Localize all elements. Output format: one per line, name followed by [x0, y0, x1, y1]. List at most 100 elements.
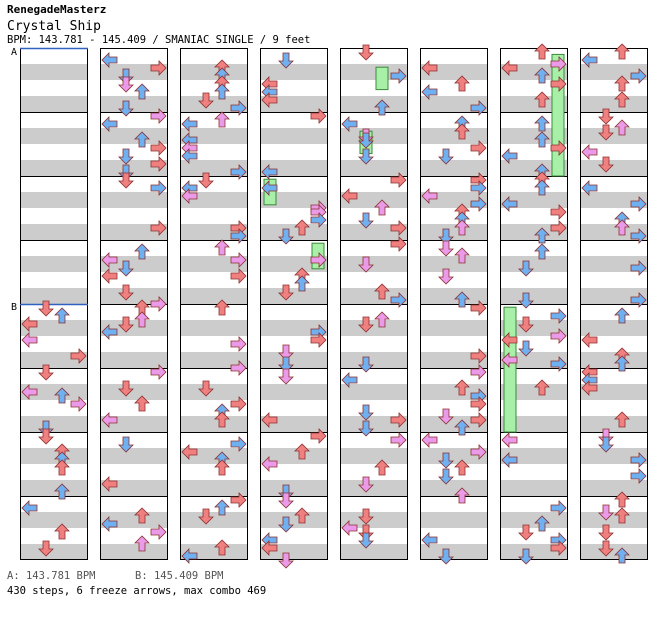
beat-band: [180, 512, 248, 528]
arrow-up: [214, 499, 230, 516]
arrow-down: [38, 420, 54, 437]
arrow-right: [470, 300, 487, 316]
arrow-left: [101, 252, 118, 268]
arrow-up: [454, 123, 470, 140]
beat-band: [20, 128, 88, 144]
arrow-down: [518, 340, 534, 357]
arrow-up: [134, 535, 150, 552]
arrow-down: [278, 484, 294, 501]
arrow-right: [630, 68, 647, 84]
arrow-down: [118, 100, 134, 117]
arrow-right: [70, 396, 87, 412]
arrow-down: [598, 524, 614, 541]
beat-band: [500, 128, 568, 144]
beat-band: [340, 384, 408, 400]
arrow-down: [278, 368, 294, 385]
beat-band: [180, 64, 248, 80]
arrow-right: [550, 220, 567, 236]
arrow-up: [534, 43, 550, 60]
arrow-left: [501, 352, 518, 368]
beat-band: [500, 96, 568, 112]
beat-band: [580, 352, 648, 368]
arrow-right: [230, 164, 247, 180]
arrow-up: [534, 515, 550, 532]
arrow-right: [230, 396, 247, 412]
arrow-down: [118, 76, 134, 93]
beat-band: [260, 288, 328, 304]
arrow-down: [278, 356, 294, 373]
arrow-right: [310, 252, 327, 268]
arrow-up: [214, 539, 230, 556]
arrow-down: [598, 540, 614, 557]
arrow-down: [38, 540, 54, 557]
arrow-up: [54, 483, 70, 500]
beat-band: [100, 544, 168, 560]
arrow-right: [390, 68, 407, 84]
arrow-left: [341, 116, 358, 132]
arrow-up: [454, 291, 470, 308]
arrow-up: [374, 283, 390, 300]
beat-band: [580, 320, 648, 336]
beat-band: [260, 448, 328, 464]
arrow-down: [358, 404, 374, 421]
arrow-down: [358, 476, 374, 493]
beat-band: [100, 288, 168, 304]
arrow-down: [358, 132, 374, 149]
arrow-right: [630, 228, 647, 244]
arrow-left: [501, 332, 518, 348]
beat-band: [580, 480, 648, 496]
beat-band: [20, 512, 88, 528]
arrow-right: [310, 212, 327, 228]
arrow-down: [358, 420, 374, 437]
arrow-right: [310, 428, 327, 444]
arrow-up: [294, 507, 310, 524]
arrow-left: [501, 60, 518, 76]
beat-band: [260, 128, 328, 144]
arrow-up: [534, 131, 550, 148]
arrow-up: [614, 43, 630, 60]
beat-band: [100, 448, 168, 464]
arrow-left: [421, 60, 438, 76]
arrow-up: [214, 459, 230, 476]
beat-band: [260, 192, 328, 208]
arrow-up: [534, 179, 550, 196]
arrow-left: [101, 268, 118, 284]
arrow-right: [230, 436, 247, 452]
beat-band: [420, 288, 488, 304]
beat-band: [100, 352, 168, 368]
beat-band: [420, 512, 488, 528]
arrow-left: [501, 432, 518, 448]
arrow-left: [261, 92, 278, 108]
arrow-left: [421, 188, 438, 204]
arrow-down: [118, 436, 134, 453]
beat-band: [340, 128, 408, 144]
beat-band: [100, 192, 168, 208]
arrow-up: [614, 355, 630, 372]
arrow-right: [150, 180, 167, 196]
arrow-left: [501, 196, 518, 212]
arrow-right: [630, 292, 647, 308]
arrow-down: [518, 548, 534, 565]
beat-band: [580, 512, 648, 528]
beat-band: [20, 288, 88, 304]
arrow-down: [198, 172, 214, 189]
arrow-up: [534, 243, 550, 260]
beat-band: [20, 224, 88, 240]
beat-band: [340, 352, 408, 368]
arrow-up: [134, 243, 150, 260]
arrow-left: [101, 116, 118, 132]
arrow-left: [421, 532, 438, 548]
beat-band: [20, 480, 88, 496]
bpm-marker-a: A: [11, 47, 18, 58]
arrow-down: [198, 380, 214, 397]
arrow-right: [230, 360, 247, 376]
arrow-left: [341, 520, 358, 536]
arrow-right: [310, 332, 327, 348]
beat-band: [20, 64, 88, 80]
arrow-left: [101, 476, 118, 492]
arrow-right: [150, 296, 167, 312]
arrow-left: [261, 164, 278, 180]
arrow-right: [230, 100, 247, 116]
beat-band: [500, 480, 568, 496]
arrow-up: [534, 379, 550, 396]
